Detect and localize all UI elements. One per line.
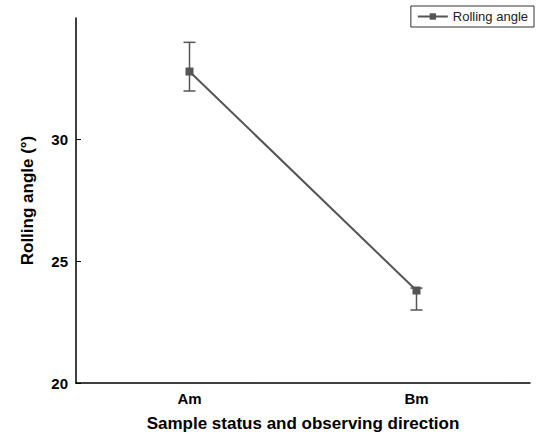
svg-text:30: 30 <box>51 131 68 148</box>
svg-text:Bm: Bm <box>404 390 428 407</box>
svg-text:Rolling angle: Rolling angle <box>453 9 528 24</box>
svg-text:Sample status and observing di: Sample status and observing direction <box>147 414 460 433</box>
svg-text:20: 20 <box>51 375 68 392</box>
svg-text:25: 25 <box>51 253 68 270</box>
svg-text:Rolling angle (°): Rolling angle (°) <box>18 136 37 266</box>
svg-text:Am: Am <box>177 390 201 407</box>
